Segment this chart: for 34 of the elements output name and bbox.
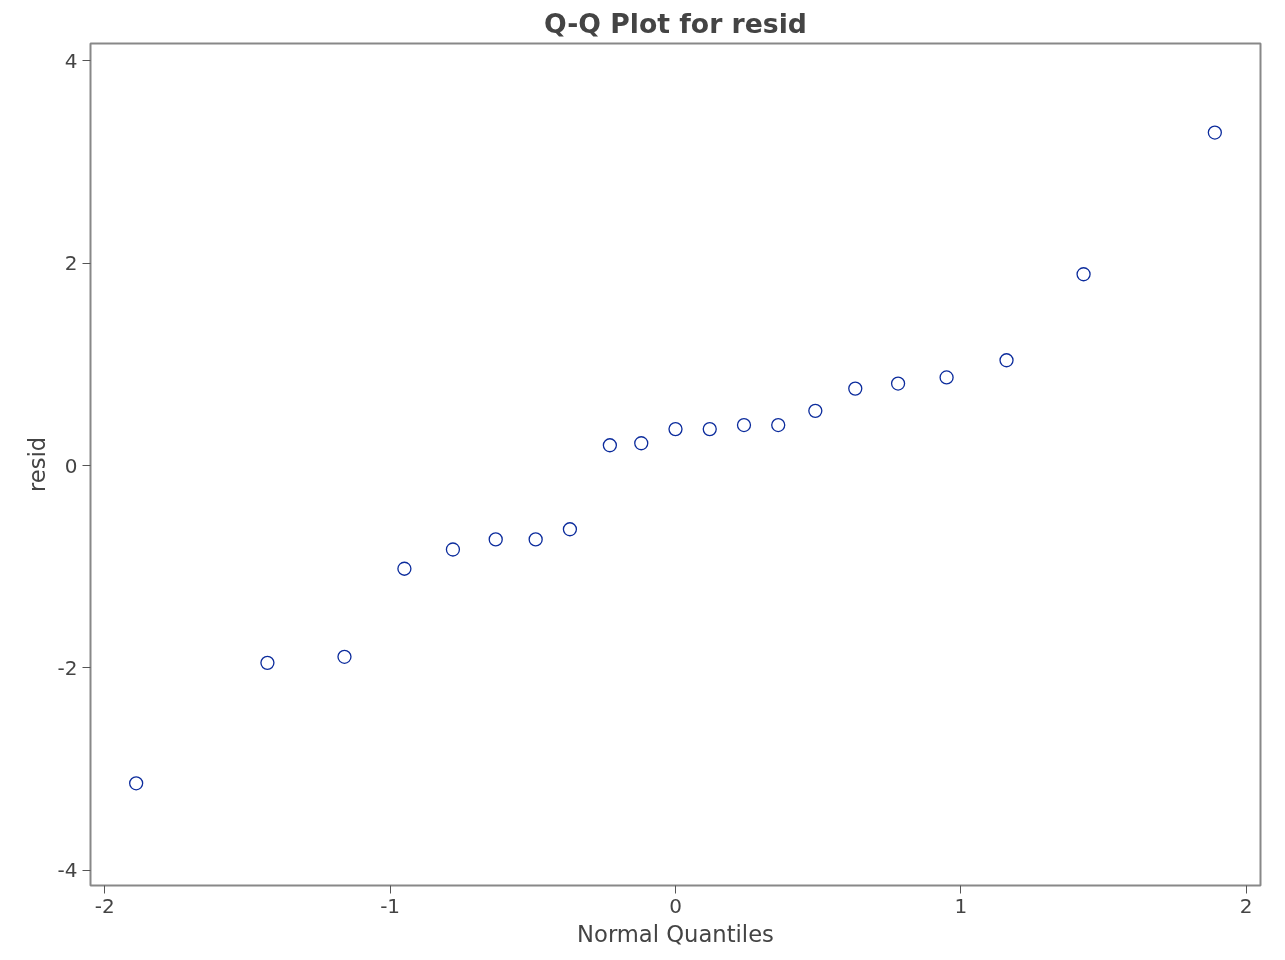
point — [397, 561, 412, 576]
x-tick-label: 1 — [954, 893, 968, 918]
point — [488, 532, 503, 547]
y-axis-title: resid — [23, 436, 50, 493]
point — [771, 417, 786, 433]
point — [129, 776, 144, 791]
point — [528, 532, 543, 547]
point — [999, 353, 1014, 368]
point — [337, 649, 352, 664]
y-tick-label: 0 — [64, 453, 78, 478]
point — [890, 376, 906, 391]
chart-title: Q-Q Plot for resid — [544, 7, 807, 39]
point — [445, 542, 461, 557]
point — [848, 381, 863, 396]
y-tick-label: 2 — [64, 251, 78, 276]
x-tick-label: 0 — [669, 893, 682, 918]
x-axis-title: Normal Quantiles — [577, 920, 774, 947]
point — [1207, 125, 1222, 140]
point — [668, 421, 683, 437]
point — [736, 417, 752, 433]
point — [562, 522, 578, 537]
x-tick-label: -2 — [94, 893, 115, 918]
x-tick-label: 2 — [1239, 893, 1253, 918]
y-tick-label: -4 — [57, 858, 78, 883]
point — [634, 436, 649, 451]
x-tick-label: -1 — [380, 893, 401, 918]
point — [702, 421, 717, 437]
y-tick-label: -2 — [57, 655, 78, 680]
point — [939, 370, 954, 385]
point — [602, 438, 618, 453]
point — [1076, 267, 1091, 282]
point — [260, 655, 275, 670]
y-tick-label: 4 — [64, 48, 78, 73]
point — [808, 403, 823, 418]
